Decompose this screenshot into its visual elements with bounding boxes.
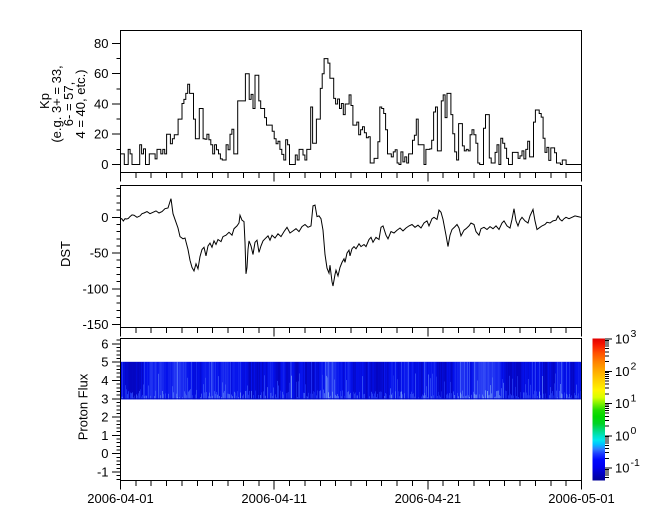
svg-text:-100: -100 (82, 281, 108, 296)
svg-text:2006-04-11: 2006-04-11 (241, 491, 307, 506)
svg-text:2: 2 (101, 410, 108, 425)
svg-text:20: 20 (94, 127, 108, 142)
svg-text:60: 60 (94, 66, 108, 81)
svg-text:0: 0 (101, 157, 108, 172)
svg-text:1: 1 (631, 393, 637, 405)
svg-text:0: 0 (101, 446, 108, 461)
svg-text:(e.g. 3+ = 33,: (e.g. 3+ = 33, (49, 65, 64, 142)
svg-text:10: 10 (615, 396, 629, 411)
svg-text:6: 6 (101, 336, 108, 351)
svg-text:2006-05-01: 2006-05-01 (548, 491, 615, 506)
svg-text:4: 4 (101, 373, 108, 388)
svg-text:Kp: Kp (37, 93, 52, 109)
svg-text:10: 10 (615, 332, 629, 347)
svg-text:-1: -1 (631, 457, 640, 469)
svg-text:1: 1 (101, 428, 108, 443)
svg-text:-50: -50 (90, 246, 109, 261)
svg-text:DST: DST (58, 241, 73, 267)
svg-text:-1: -1 (97, 465, 109, 480)
svg-text:5: 5 (101, 355, 108, 370)
svg-text:40: 40 (94, 96, 108, 111)
svg-text:Proton Flux: Proton Flux (76, 373, 91, 440)
svg-text:4 = 40, etc.): 4 = 40, etc.) (73, 69, 88, 138)
svg-text:2: 2 (631, 360, 637, 372)
svg-text:10: 10 (615, 364, 629, 379)
svg-text:3: 3 (631, 328, 637, 340)
svg-text:2006-04-01: 2006-04-01 (87, 491, 154, 506)
svg-text:6- = 57,: 6- = 57, (61, 82, 76, 126)
svg-text:0: 0 (101, 210, 108, 225)
svg-text:80: 80 (94, 36, 108, 51)
svg-text:-150: -150 (82, 317, 108, 332)
svg-text:0: 0 (631, 425, 637, 437)
svg-text:10: 10 (615, 428, 629, 443)
svg-text:3: 3 (101, 391, 108, 406)
svg-text:10: 10 (615, 461, 629, 476)
svg-text:2006-04-21: 2006-04-21 (395, 491, 462, 506)
